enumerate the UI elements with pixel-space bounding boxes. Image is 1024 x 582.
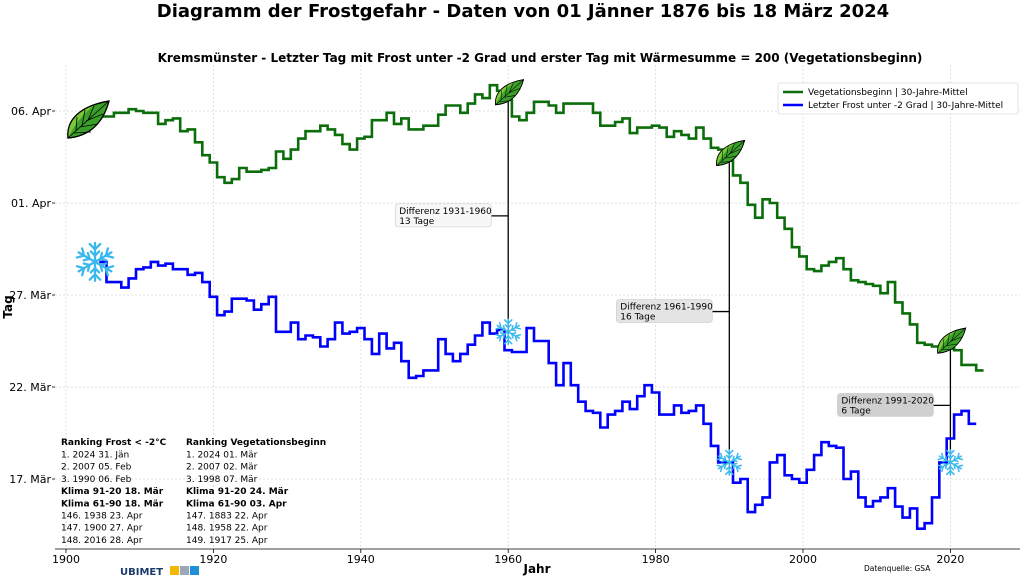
logo-text: UBIMET [120, 567, 163, 578]
chart-title: Diagramm der Frostgefahr - Daten von 01 … [157, 1, 889, 22]
x-tick-label: 2000 [789, 553, 817, 566]
y-tick-label: 22. Mär [9, 381, 51, 394]
ranking-vegetation-heading: Ranking Vegetationsbeginn [186, 438, 326, 448]
difference-box [837, 393, 934, 417]
leaf-icon [716, 139, 746, 167]
x-axis-label: Jahr [522, 562, 550, 576]
ranking-line: 147. 1883 22. Apr [186, 512, 268, 522]
x-axis: 1900 1920 1940 1960 1980 2000 2020 [52, 549, 964, 566]
x-tick-label: 1980 [642, 553, 670, 566]
logo-rain-icon [190, 566, 199, 575]
y-tick-label: 06. Apr [11, 105, 51, 118]
legend-label-vegetation: Vegetationsbeginn | 30-Jahre-Mittel [808, 88, 968, 98]
x-tick-label: 1940 [347, 553, 375, 566]
y-tick-label: 17. Mär [9, 473, 51, 486]
logo-sun-icon [170, 566, 179, 575]
x-tick-label: 1960 [494, 553, 522, 566]
snowflake-icon [76, 243, 114, 281]
ranking-line: 146. 1938 23. Apr [61, 512, 143, 522]
logo-cloud-icon [180, 566, 189, 575]
ranking-line: 3. 1990 06. Feb [61, 475, 132, 485]
x-tick-label: 1920 [199, 553, 227, 566]
ubimet-logo: UBIMET [120, 566, 199, 578]
ranking-line: 148. 2016 28. Apr [61, 536, 143, 546]
difference-box [394, 203, 492, 228]
x-tick-label: 2020 [936, 553, 964, 566]
series-line-frost [99, 260, 977, 530]
data-source: Datenquelle: GSA [864, 564, 931, 573]
difference-label: Differenz 1961-1990 [620, 303, 713, 313]
ranking-line: Klima 61-90 03. Apr [186, 499, 287, 509]
y-tick-label: 27. Mär [9, 289, 51, 302]
legend-label-frost: Letzter Frost unter -2 Grad | 30-Jahre-M… [808, 101, 1003, 111]
difference-label: Differenz 1931-1960 [399, 207, 492, 217]
chart-subtitle: Kremsmünster - Letzter Tag mit Frost unt… [158, 51, 923, 65]
ranking-line: 1. 2024 01. Mär [186, 451, 258, 461]
difference-label: Differenz 1991-2020 [841, 396, 934, 406]
difference-days: 6 Tage [841, 406, 871, 416]
ranking-frost: Ranking Frost < -2°C 1. 2024 31. Jän 2. 2… [61, 438, 167, 546]
ranking-line: Klima 91-20 24. Mär [186, 487, 289, 497]
ranking-line: 149. 1917 25. Apr [186, 536, 268, 546]
ranking-vegetation: Ranking Vegetationsbeginn 1. 2024 01. Mä… [186, 438, 326, 546]
ranking-line: 1. 2024 31. Jän [61, 451, 129, 461]
difference-days: 13 Tage [399, 217, 435, 227]
ranking-line: 147. 1900 27. Apr [61, 524, 143, 534]
leaf-icon [494, 79, 524, 106]
y-axis: 17. Mär 22. Mär 27. Mär 01. Apr 06. Apr [9, 105, 55, 486]
difference-days: 16 Tage [620, 313, 656, 323]
leaf-icon [67, 100, 110, 139]
y-axis-label: Tag [1, 295, 15, 318]
snowflake-icon [496, 319, 521, 344]
legend: Vegetationsbeginn | 30-Jahre-Mittel Letz… [777, 82, 1019, 115]
ranking-line: 3. 1998 07. Mär [186, 475, 258, 485]
x-tick-label: 1900 [52, 553, 80, 566]
ranking-frost-heading: Ranking Frost < -2°C [61, 438, 167, 448]
series-line-vegetation [99, 83, 984, 372]
legend-box [777, 82, 1019, 115]
difference-box [615, 299, 713, 323]
ranking-line: 2. 2007 05. Feb [61, 463, 132, 473]
ranking-line: Klima 61-90 18. Mär [61, 499, 164, 509]
y-tick-label: 01. Apr [11, 197, 51, 210]
series-lines [99, 83, 984, 530]
ranking-line: 148. 1958 22. Apr [186, 524, 268, 534]
ranking-line: 2. 2007 02. Mär [186, 463, 258, 473]
ranking-line: Klima 91-20 18. Mär [61, 487, 164, 497]
